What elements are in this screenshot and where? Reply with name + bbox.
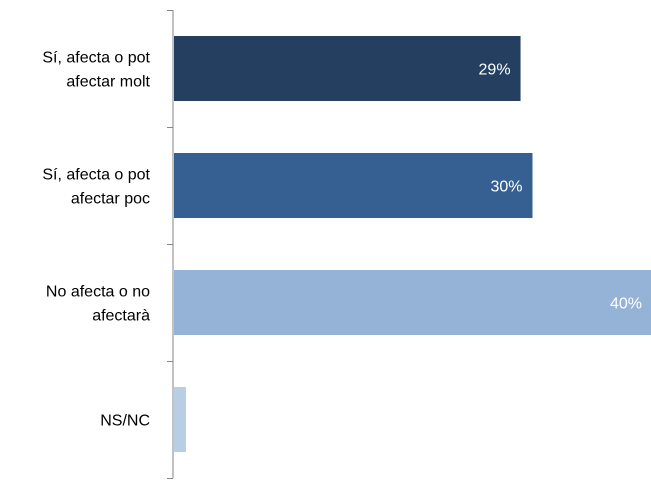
bar bbox=[174, 387, 186, 452]
data-label: 30% bbox=[490, 179, 522, 196]
category-label: NS/NC bbox=[100, 413, 150, 430]
bar bbox=[174, 36, 521, 101]
category-axis bbox=[167, 10, 174, 479]
category-label: No afecta o no afectarà bbox=[46, 284, 150, 325]
category-label-line: Sí, afecta o pot bbox=[42, 50, 150, 67]
category-label-line: No afecta o no bbox=[46, 284, 150, 301]
labels: 29% Sí, afecta o pot afectar molt 30% Sí, af… bbox=[42, 50, 642, 430]
category-label-line: afectar poc bbox=[71, 191, 150, 208]
category-label: Sí, afecta o pot afectar poc bbox=[42, 167, 150, 208]
data-label: 40% bbox=[610, 296, 642, 313]
bar bbox=[174, 270, 651, 335]
category-label-line: afectar molt bbox=[66, 74, 150, 91]
category-label: Sí, afecta o pot afectar molt bbox=[42, 50, 150, 91]
data-label: 29% bbox=[479, 62, 511, 79]
category-label-line: afectarà bbox=[92, 308, 150, 325]
category-label-line: Sí, afecta o pot bbox=[42, 167, 150, 184]
category-label-line: NS/NC bbox=[100, 413, 150, 430]
bars bbox=[174, 36, 651, 452]
bar bbox=[174, 153, 533, 218]
